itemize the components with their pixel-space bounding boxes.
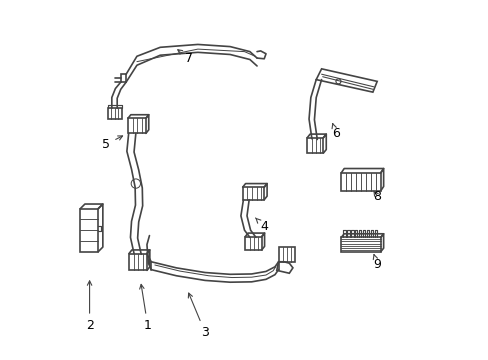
Text: 7: 7 <box>178 50 193 64</box>
Text: 3: 3 <box>188 293 208 339</box>
Text: 2: 2 <box>85 281 93 332</box>
Text: 6: 6 <box>331 123 339 140</box>
Text: 4: 4 <box>255 218 267 233</box>
Text: 8: 8 <box>372 190 381 203</box>
Text: 1: 1 <box>140 284 151 332</box>
Text: 5: 5 <box>102 136 122 150</box>
Text: 9: 9 <box>372 255 380 271</box>
